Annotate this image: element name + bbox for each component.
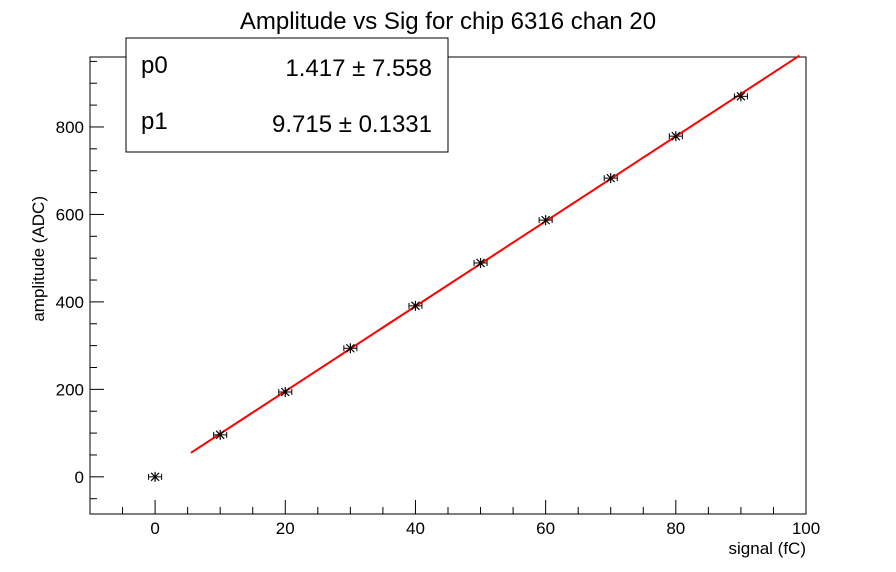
data-point (473, 257, 488, 268)
y-tick-label: 200 (56, 380, 84, 399)
data-point (343, 343, 358, 354)
y-tick-label: 600 (56, 205, 84, 224)
data-point (278, 386, 293, 397)
fit-layer (190, 54, 801, 454)
stats-p1-value: 9.715 ± 0.1331 (272, 111, 432, 138)
data-point (733, 91, 748, 102)
chart-title: Amplitude vs Sig for chip 6316 chan 20 (240, 8, 656, 35)
x-tick-label: 0 (150, 519, 159, 538)
y-axis-label: amplitude (ADC) (29, 196, 48, 322)
x-tick-label: 20 (276, 519, 295, 538)
fit-line (190, 54, 801, 454)
x-tick-label: 100 (792, 519, 820, 538)
y-tick-label: 0 (75, 468, 84, 487)
stats-box-frame (125, 37, 449, 153)
data-point (668, 131, 683, 142)
y-tick-label: 800 (56, 118, 84, 137)
y-axis: 0 200 400 600 800 (56, 60, 104, 500)
data-point (408, 300, 423, 311)
x-tick-label: 40 (406, 519, 425, 538)
data-point (213, 429, 228, 440)
stats-box: p0 1.417 ± 7.558 p1 9.715 ± 0.1331 (125, 37, 449, 153)
x-axis: 0 20 40 60 80 100 (89, 500, 820, 538)
points-layer (148, 91, 748, 482)
x-tick-label: 80 (666, 519, 685, 538)
data-point (538, 215, 553, 226)
y-tick-label: 400 (56, 293, 84, 312)
stats-p1-label: p1 (141, 108, 168, 135)
x-tick-label: 60 (536, 519, 555, 538)
stats-p0-value: 1.417 ± 7.558 (285, 55, 432, 82)
x-axis-label: signal (fC) (729, 539, 806, 558)
data-point (148, 471, 163, 482)
stats-p0-label: p0 (141, 52, 168, 79)
data-point (603, 173, 618, 184)
